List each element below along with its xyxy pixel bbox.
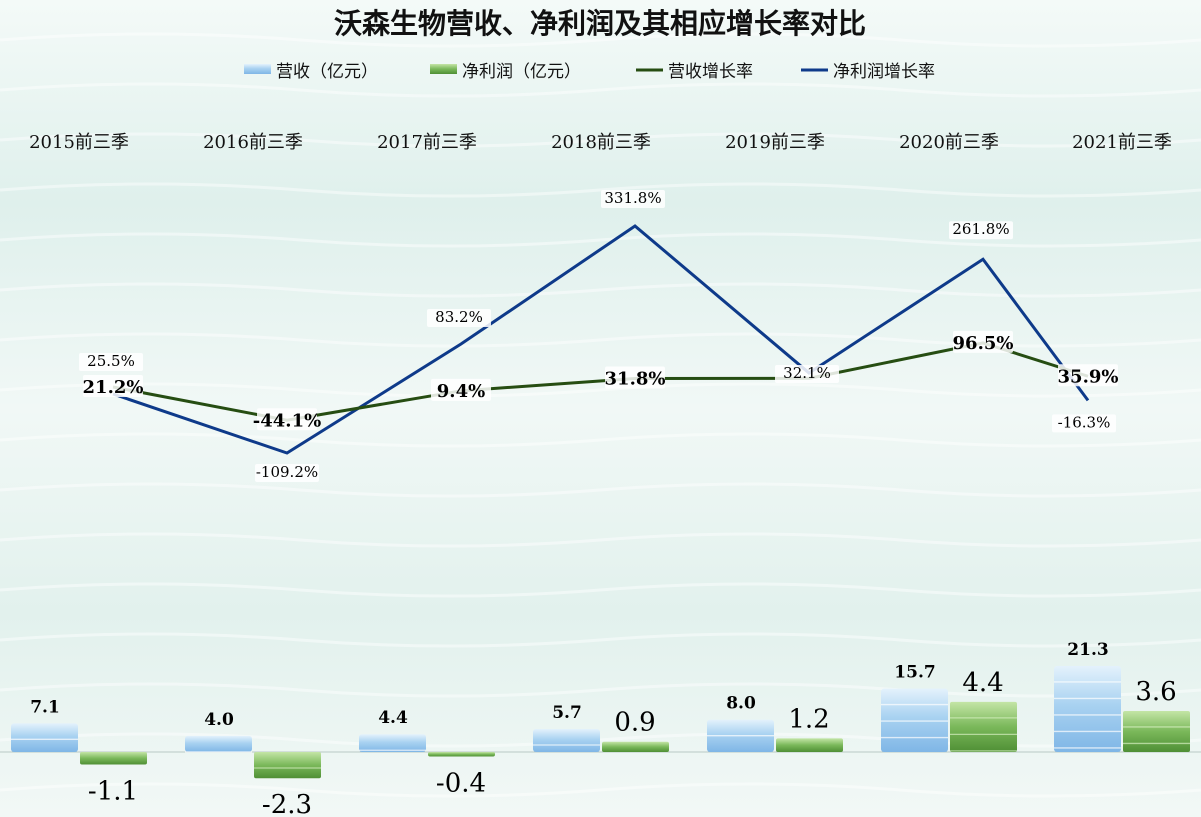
revenue-bar <box>881 688 948 752</box>
profit-bar-label: -1.1 <box>88 777 138 807</box>
profit-growth-line <box>112 224 1090 455</box>
profit-growth-label: 83.2% <box>435 308 483 326</box>
revenue-growth-label-bg <box>257 408 317 431</box>
background-wave <box>0 282 1201 298</box>
profit-growth-label-bg <box>427 309 491 327</box>
legend-label: 营收增长率 <box>668 62 753 82</box>
profit-growth-label-bg <box>775 364 839 383</box>
revenue-bar-label: 15.7 <box>894 663 935 683</box>
revenue-growth-label-bg <box>953 330 1013 353</box>
revenue-growth-label: 9.4% <box>437 381 485 402</box>
legend-label: 净利润增长率 <box>833 62 935 82</box>
profit-growth-label-bg <box>79 353 143 371</box>
background-wave <box>0 632 1201 648</box>
revenue-growth-label: 21.2% <box>83 377 144 398</box>
profit-bar <box>80 752 147 765</box>
legend-swatch <box>430 64 457 74</box>
category-label: 2017前三季 <box>377 132 477 153</box>
profit-bar-label: 0.9 <box>614 708 655 738</box>
legend-label: 营收（亿元） <box>276 62 378 82</box>
revenue-bar <box>1054 665 1121 752</box>
profit-bar <box>950 701 1017 752</box>
profit-bar <box>776 738 843 752</box>
background-wave <box>0 682 1201 698</box>
background-wave <box>0 532 1201 548</box>
revenue-bar <box>359 734 426 752</box>
profit-growth-label: 25.5% <box>87 352 135 370</box>
profit-growth-label-bg <box>1052 414 1116 433</box>
background-wave <box>0 382 1201 398</box>
revenue-growth-label: 31.8% <box>605 369 666 390</box>
revenue-bar-label: 8.0 <box>726 694 756 714</box>
profit-bar-label: 3.6 <box>1135 677 1176 707</box>
profit-growth-label: -16.3% <box>1058 413 1111 431</box>
profit-growth-label: -109.2% <box>256 463 318 481</box>
revenue-growth-label-bg <box>431 378 491 401</box>
profit-bar <box>1123 710 1190 752</box>
legend-label: 净利润（亿元） <box>462 62 581 82</box>
profit-growth-label-bg <box>255 464 319 482</box>
background-wave <box>0 32 1201 48</box>
chart-title: 沃森生物营收、净利润及其相应增长率对比 <box>334 7 866 40</box>
category-label: 2015前三季 <box>29 132 129 153</box>
revenue-growth-label: 96.5% <box>953 333 1014 354</box>
profit-bar <box>254 752 321 779</box>
profit-growth-label: 32.1% <box>783 364 831 382</box>
background-wave <box>0 582 1201 598</box>
category-label: 2020前三季 <box>899 132 999 153</box>
profit-growth-label: 261.8% <box>952 220 1009 238</box>
category-label: 2019前三季 <box>725 132 825 153</box>
revenue-growth-label: 35.9% <box>1058 366 1119 387</box>
category-label: 2021前三季 <box>1072 132 1172 153</box>
revenue-growth-label-bg <box>83 375 143 397</box>
background-wave <box>0 182 1201 198</box>
legend-swatch <box>244 64 271 74</box>
revenue-bar-label: 4.0 <box>204 710 234 730</box>
revenue-growth-label-bg <box>1058 364 1118 387</box>
revenue-growth-label: -44.1% <box>253 410 321 431</box>
revenue-bar <box>185 735 252 752</box>
background-wave <box>0 232 1201 248</box>
revenue-bar <box>11 723 78 752</box>
profit-bar-label: -0.4 <box>436 769 486 799</box>
profit-growth-label-bg <box>601 190 665 208</box>
profit-growth-label-bg <box>949 221 1013 240</box>
category-label: 2018前三季 <box>551 132 651 153</box>
profit-growth-label: 331.8% <box>604 189 661 207</box>
category-label: 2016前三季 <box>203 132 303 153</box>
revenue-bar-label: 7.1 <box>30 697 60 717</box>
profit-bar-label: -2.3 <box>262 790 312 817</box>
revenue-bar-label: 5.7 <box>552 703 582 723</box>
profit-bar-label: 1.2 <box>788 704 829 734</box>
background-wave <box>0 782 1201 798</box>
background-wave <box>0 482 1201 498</box>
background-wave <box>0 82 1201 98</box>
revenue-bar <box>533 728 600 752</box>
profit-bar-label: 4.4 <box>962 668 1003 698</box>
revenue-growth-label-bg <box>605 366 665 389</box>
background-wave <box>0 132 1201 148</box>
revenue-bar-label: 4.4 <box>378 708 408 728</box>
profit-bar <box>602 741 669 752</box>
profit-bar <box>428 752 495 757</box>
revenue-bar-label: 21.3 <box>1067 640 1108 660</box>
background-wave <box>0 432 1201 448</box>
